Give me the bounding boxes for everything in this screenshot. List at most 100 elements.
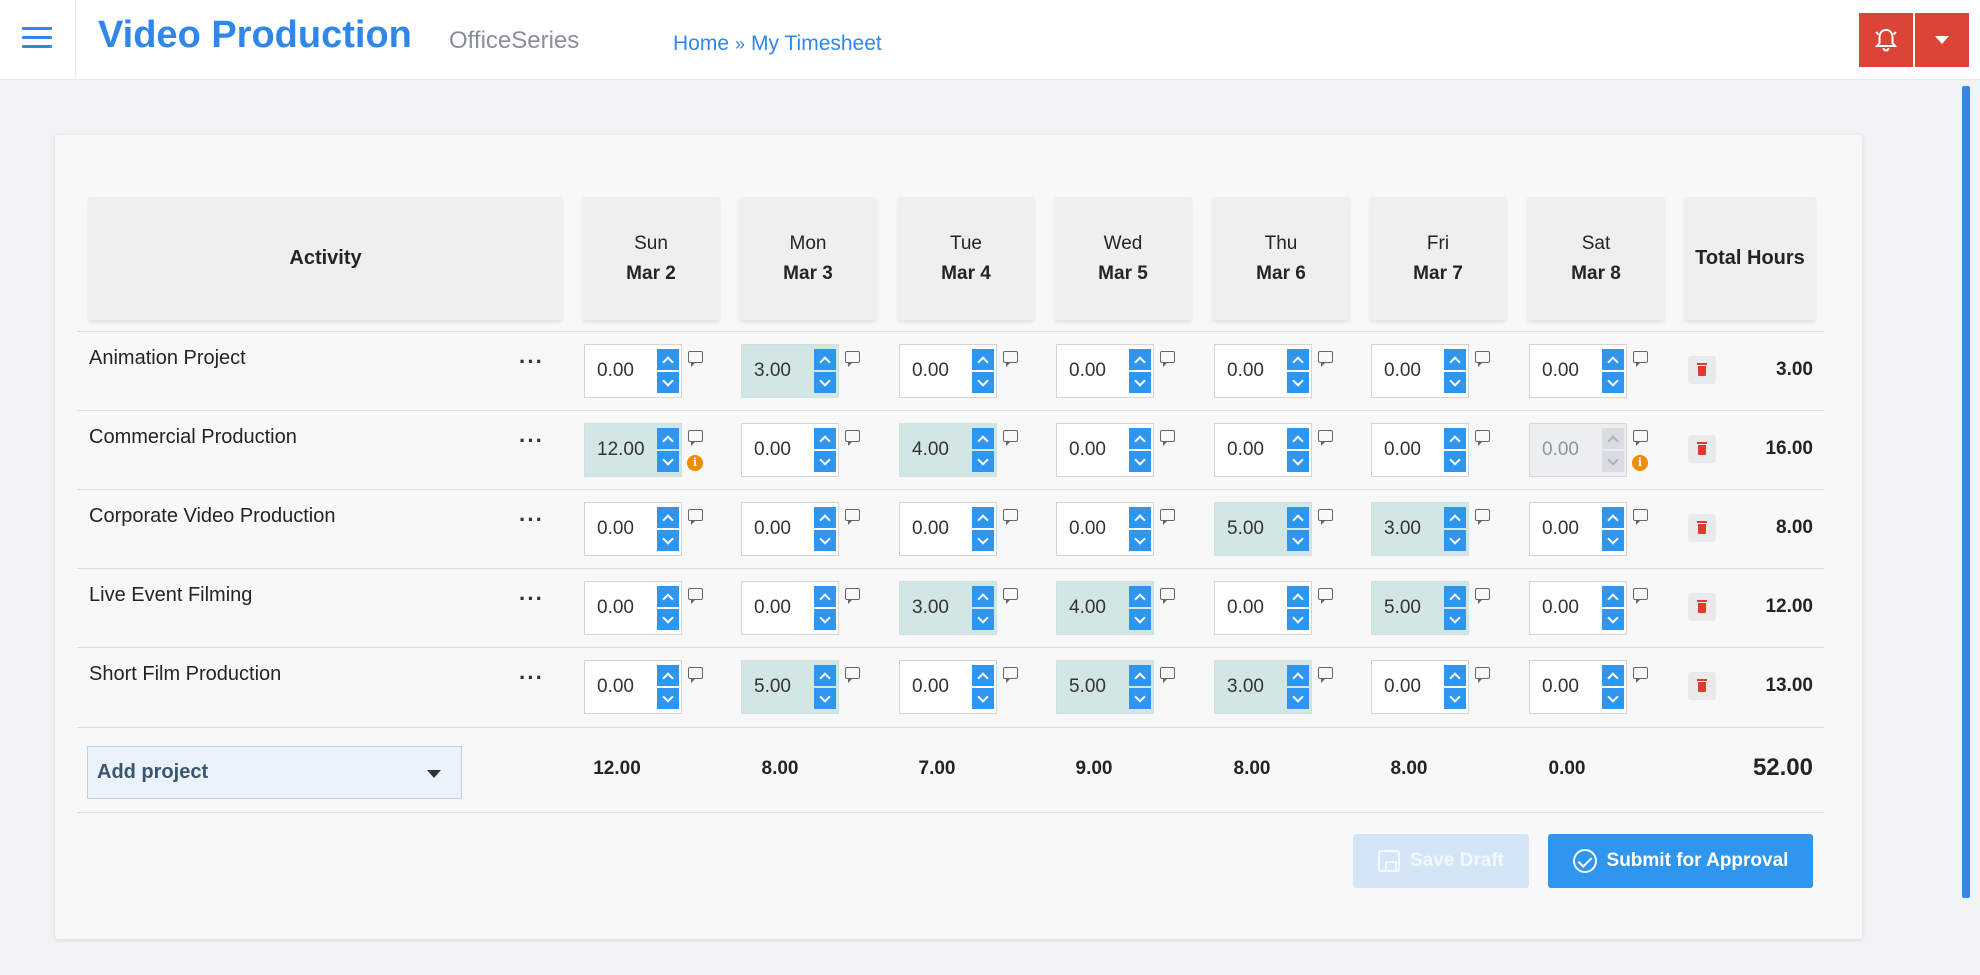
row-more-icon[interactable]: ··· xyxy=(519,428,544,453)
comment-icon[interactable] xyxy=(1475,509,1490,525)
increment-button[interactable] xyxy=(814,665,836,686)
hours-input-mon[interactable]: 0.00 xyxy=(741,423,839,477)
save-draft-button[interactable]: Save Draft xyxy=(1353,834,1529,888)
comment-icon[interactable] xyxy=(1318,667,1333,683)
increment-button[interactable] xyxy=(1129,665,1151,686)
delete-row-button[interactable] xyxy=(1688,672,1716,700)
comment-icon[interactable] xyxy=(1475,588,1490,604)
hours-input-fri[interactable]: 0.00 xyxy=(1371,660,1469,714)
hours-input-fri[interactable]: 5.00 xyxy=(1371,581,1469,635)
hours-input-tue[interactable]: 3.00 xyxy=(899,581,997,635)
decrement-button[interactable] xyxy=(1287,688,1309,709)
decrement-button[interactable] xyxy=(1129,451,1151,472)
hours-input-thu[interactable]: 5.00 xyxy=(1214,502,1312,556)
comment-icon[interactable] xyxy=(1160,667,1175,683)
increment-button[interactable] xyxy=(1129,586,1151,607)
hours-input-mon[interactable]: 0.00 xyxy=(741,581,839,635)
decrement-button[interactable] xyxy=(657,688,679,709)
decrement-button[interactable] xyxy=(1444,609,1466,630)
decrement-button[interactable] xyxy=(1444,451,1466,472)
comment-icon[interactable] xyxy=(688,667,703,683)
hours-input-sun[interactable]: 0.00 xyxy=(584,502,682,556)
increment-button[interactable] xyxy=(972,428,994,449)
hours-input-thu[interactable]: 0.00 xyxy=(1214,344,1312,398)
hours-input-wed[interactable]: 0.00 xyxy=(1056,344,1154,398)
comment-icon[interactable] xyxy=(1475,667,1490,683)
hours-input-wed[interactable]: 0.00 xyxy=(1056,423,1154,477)
increment-button[interactable] xyxy=(972,586,994,607)
increment-button[interactable] xyxy=(814,349,836,370)
hours-input-tue[interactable]: 0.00 xyxy=(899,502,997,556)
row-more-icon[interactable]: ··· xyxy=(519,665,544,690)
increment-button[interactable] xyxy=(1287,349,1309,370)
decrement-button[interactable] xyxy=(657,451,679,472)
comment-icon[interactable] xyxy=(1160,509,1175,525)
comment-icon[interactable] xyxy=(1633,667,1648,683)
decrement-button[interactable] xyxy=(1287,609,1309,630)
decrement-button[interactable] xyxy=(814,372,836,393)
increment-button[interactable] xyxy=(972,349,994,370)
add-project-dropdown[interactable]: Add project xyxy=(87,746,462,799)
comment-icon[interactable] xyxy=(845,509,860,525)
breadcrumb-my-timesheet[interactable]: My Timesheet xyxy=(751,32,882,55)
increment-button[interactable] xyxy=(657,507,679,528)
increment-button[interactable] xyxy=(1444,349,1466,370)
hours-input-thu[interactable]: 0.00 xyxy=(1214,423,1312,477)
comment-icon[interactable] xyxy=(1003,430,1018,446)
delete-row-button[interactable] xyxy=(1688,593,1716,621)
comment-icon[interactable] xyxy=(688,430,703,446)
comment-icon[interactable] xyxy=(688,351,703,367)
comment-icon[interactable] xyxy=(1475,430,1490,446)
increment-button[interactable] xyxy=(657,586,679,607)
increment-button[interactable] xyxy=(1444,507,1466,528)
decrement-button[interactable] xyxy=(972,688,994,709)
comment-icon[interactable] xyxy=(1318,509,1333,525)
decrement-button[interactable] xyxy=(657,530,679,551)
comment-icon[interactable] xyxy=(1318,351,1333,367)
hours-input-sat[interactable]: 0.00 xyxy=(1529,502,1627,556)
hours-input-thu[interactable]: 3.00 xyxy=(1214,660,1312,714)
decrement-button[interactable] xyxy=(972,372,994,393)
decrement-button[interactable] xyxy=(657,609,679,630)
hours-input-wed[interactable]: 4.00 xyxy=(1056,581,1154,635)
decrement-button[interactable] xyxy=(1602,451,1624,472)
increment-button[interactable] xyxy=(1602,586,1624,607)
comment-icon[interactable] xyxy=(1003,509,1018,525)
user-menu-button[interactable] xyxy=(1915,13,1969,67)
increment-button[interactable] xyxy=(1444,586,1466,607)
decrement-button[interactable] xyxy=(814,688,836,709)
hours-input-fri[interactable]: 0.00 xyxy=(1371,344,1469,398)
hours-input-mon[interactable]: 5.00 xyxy=(741,660,839,714)
decrement-button[interactable] xyxy=(1602,609,1624,630)
comment-icon[interactable] xyxy=(1160,588,1175,604)
submit-for-approval-button[interactable]: Submit for Approval xyxy=(1548,834,1813,888)
increment-button[interactable] xyxy=(814,507,836,528)
hours-input-mon[interactable]: 0.00 xyxy=(741,502,839,556)
decrement-button[interactable] xyxy=(972,451,994,472)
increment-button[interactable] xyxy=(1287,428,1309,449)
decrement-button[interactable] xyxy=(1602,688,1624,709)
increment-button[interactable] xyxy=(1444,428,1466,449)
delete-row-button[interactable] xyxy=(1688,435,1716,463)
decrement-button[interactable] xyxy=(1129,530,1151,551)
increment-button[interactable] xyxy=(1129,349,1151,370)
hours-input-fri[interactable]: 3.00 xyxy=(1371,502,1469,556)
comment-icon[interactable] xyxy=(1475,351,1490,367)
hours-input-sat[interactable]: 0.00 xyxy=(1529,581,1627,635)
decrement-button[interactable] xyxy=(814,451,836,472)
hours-input-tue[interactable]: 0.00 xyxy=(899,660,997,714)
increment-button[interactable] xyxy=(972,665,994,686)
increment-button[interactable] xyxy=(1287,507,1309,528)
increment-button[interactable] xyxy=(1129,428,1151,449)
comment-icon[interactable] xyxy=(845,588,860,604)
decrement-button[interactable] xyxy=(1129,609,1151,630)
hours-input-wed[interactable]: 5.00 xyxy=(1056,660,1154,714)
decrement-button[interactable] xyxy=(1129,688,1151,709)
comment-icon[interactable] xyxy=(1633,351,1648,367)
hours-input-sun[interactable]: 12.00 xyxy=(584,423,682,477)
menu-icon[interactable] xyxy=(22,27,52,49)
decrement-button[interactable] xyxy=(1602,530,1624,551)
hours-input-wed[interactable]: 0.00 xyxy=(1056,502,1154,556)
hours-input-sat[interactable]: 0.00 xyxy=(1529,660,1627,714)
row-more-icon[interactable]: ··· xyxy=(519,349,544,374)
